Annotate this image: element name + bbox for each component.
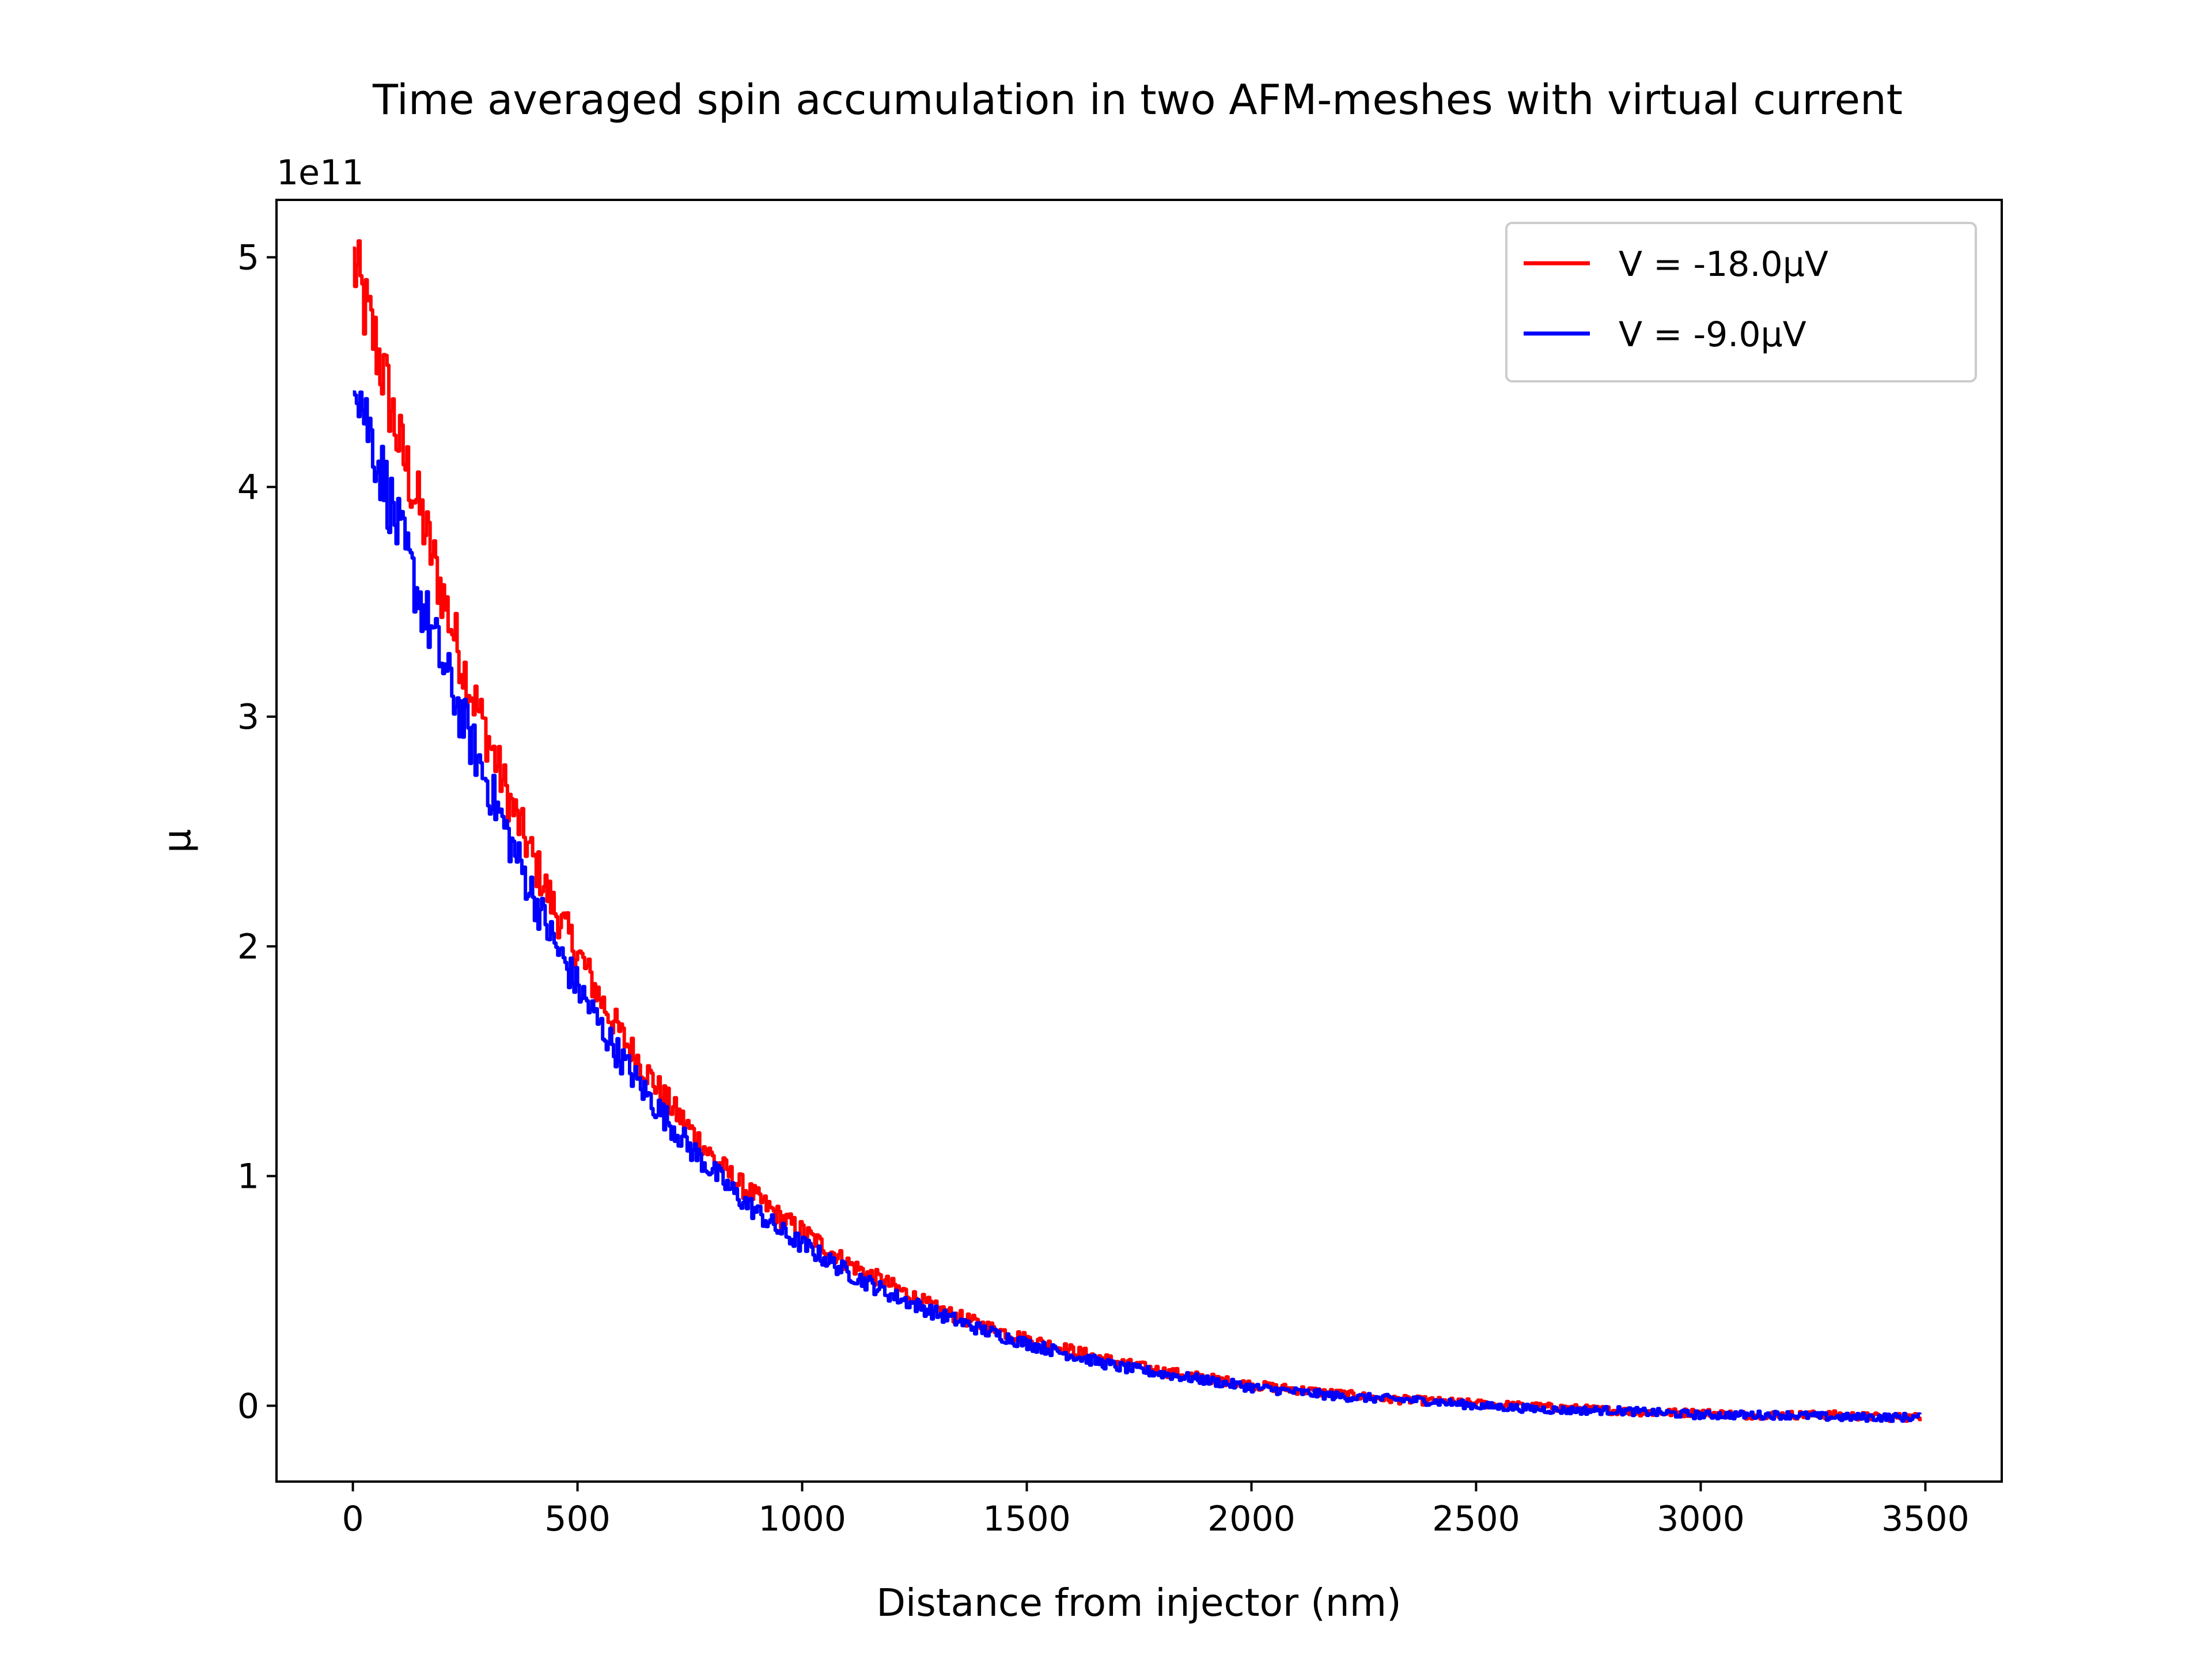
x-tick-label: 1000: [758, 1499, 846, 1539]
series-line-2: [353, 390, 1922, 1423]
axes-frame: [275, 199, 2003, 1483]
x-axis: 0 500 1000 1500 2000 2500 3000 3500: [342, 1482, 1969, 1539]
x-tick-label: 500: [544, 1499, 611, 1539]
legend-label-2: V = -9.0μV: [1619, 315, 1806, 355]
x-tick-label: 2500: [1432, 1499, 1520, 1539]
x-tick-label: 1500: [983, 1499, 1071, 1539]
y-offset-label: 1e11: [276, 153, 363, 193]
x-tick-label: 3000: [1657, 1499, 1745, 1539]
y-tick-label: 4: [237, 467, 259, 507]
y-axis: 0 1 2 3 4 5: [237, 238, 276, 1426]
y-axis-label: μ: [155, 829, 199, 853]
plot-area: [275, 199, 2003, 1483]
y-tick-label: 0: [237, 1386, 259, 1426]
y-tick-label: 2: [237, 927, 259, 967]
x-tick-label: 0: [342, 1499, 363, 1539]
x-tick-label: 3500: [1881, 1499, 1969, 1539]
legend: V = -18.0μV V = -9.0μV: [1505, 222, 1977, 382]
legend-label-1: V = -18.0μV: [1619, 244, 1828, 285]
legend-box: [1505, 222, 1977, 382]
x-tick-label: 2000: [1207, 1499, 1296, 1539]
y-tick-label: 3: [237, 697, 259, 737]
series-group: [353, 239, 1922, 1423]
y-tick-label: 5: [237, 238, 259, 278]
chart-title: Time averaged spin accumulation in two A…: [372, 75, 1903, 124]
x-axis-label: Distance from injector (nm): [876, 1581, 1402, 1625]
y-tick-label: 1: [237, 1157, 259, 1197]
